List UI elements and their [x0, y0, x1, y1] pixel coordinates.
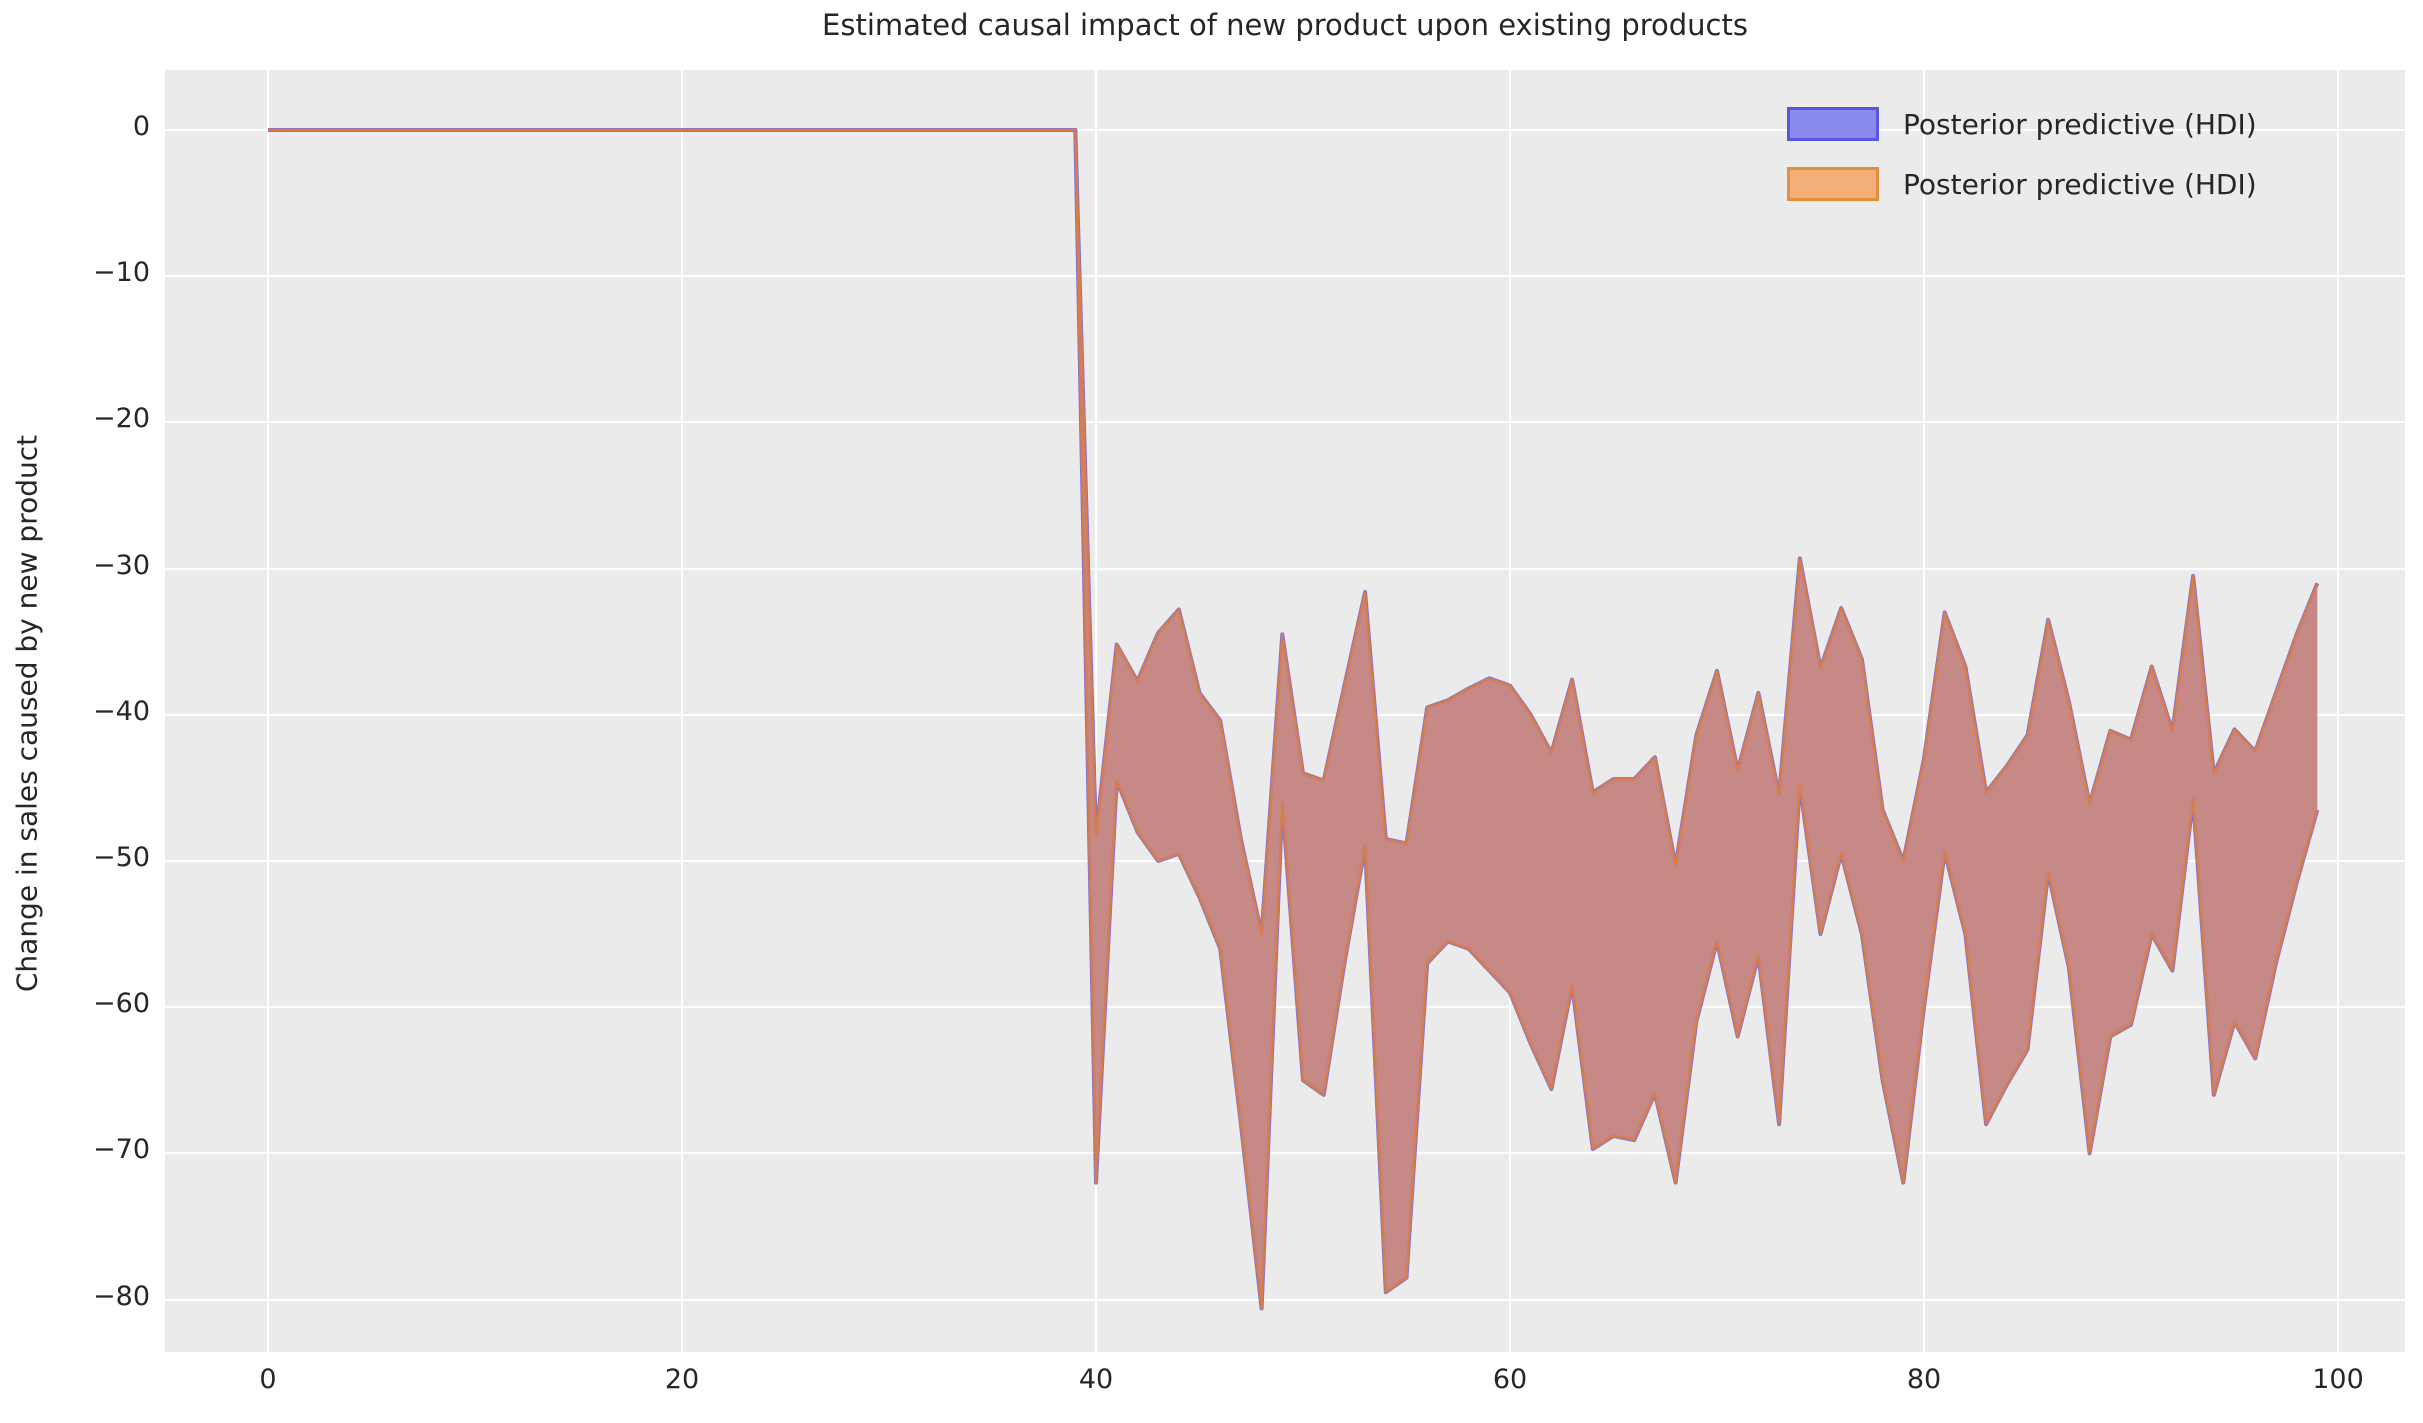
h-gridline	[165, 1298, 2405, 1301]
v-gridline	[681, 70, 683, 1352]
y-tick-label: −30	[93, 549, 150, 581]
h-gridline	[165, 567, 2405, 570]
x-tick-label: 20	[664, 1364, 700, 1395]
legend: Posterior predictive (HDI) Posterior pre…	[1787, 100, 2257, 220]
hdi-lower-edge-orange	[268, 128, 2319, 1310]
x-tick-label: 100	[2312, 1364, 2364, 1395]
h-gridline	[165, 275, 2405, 278]
y-tick-label: −10	[93, 257, 150, 289]
x-tick-label: 80	[1906, 1364, 1942, 1395]
y-tick-label: 0	[132, 111, 150, 142]
h-gridline	[165, 1006, 2405, 1009]
h-gridline	[165, 129, 2405, 131]
y-tick-label: −50	[93, 842, 150, 873]
legend-label: Posterior predictive (HDI)	[1903, 167, 2257, 201]
y-tick-label: −70	[93, 1134, 150, 1166]
v-gridline	[2337, 70, 2339, 1352]
y-tick-label: −60	[93, 988, 150, 1020]
h-gridline	[165, 1152, 2405, 1155]
x-tick-label: 60	[1492, 1364, 1528, 1395]
h-gridline	[165, 421, 2405, 424]
v-gridline	[1095, 70, 1097, 1352]
legend-item-blue: Posterior predictive (HDI)	[1787, 100, 2257, 148]
chart-title: Estimated causal impact of new product u…	[822, 8, 1748, 42]
legend-swatch-blue	[1787, 107, 1879, 141]
y-tick-label: −40	[93, 695, 150, 727]
legend-item-orange: Posterior predictive (HDI)	[1787, 160, 2257, 208]
v-gridline	[267, 70, 269, 1352]
legend-label: Posterior predictive (HDI)	[1903, 107, 2257, 141]
x-tick-label: 40	[1078, 1364, 1114, 1395]
y-tick-label: −20	[93, 403, 150, 435]
y-tick-label: −80	[93, 1280, 150, 1312]
x-tick-label: 0	[259, 1364, 277, 1395]
v-gridline	[1923, 70, 1925, 1352]
legend-swatch-orange	[1787, 167, 1879, 201]
hdi-band-fill	[268, 130, 2318, 1309]
